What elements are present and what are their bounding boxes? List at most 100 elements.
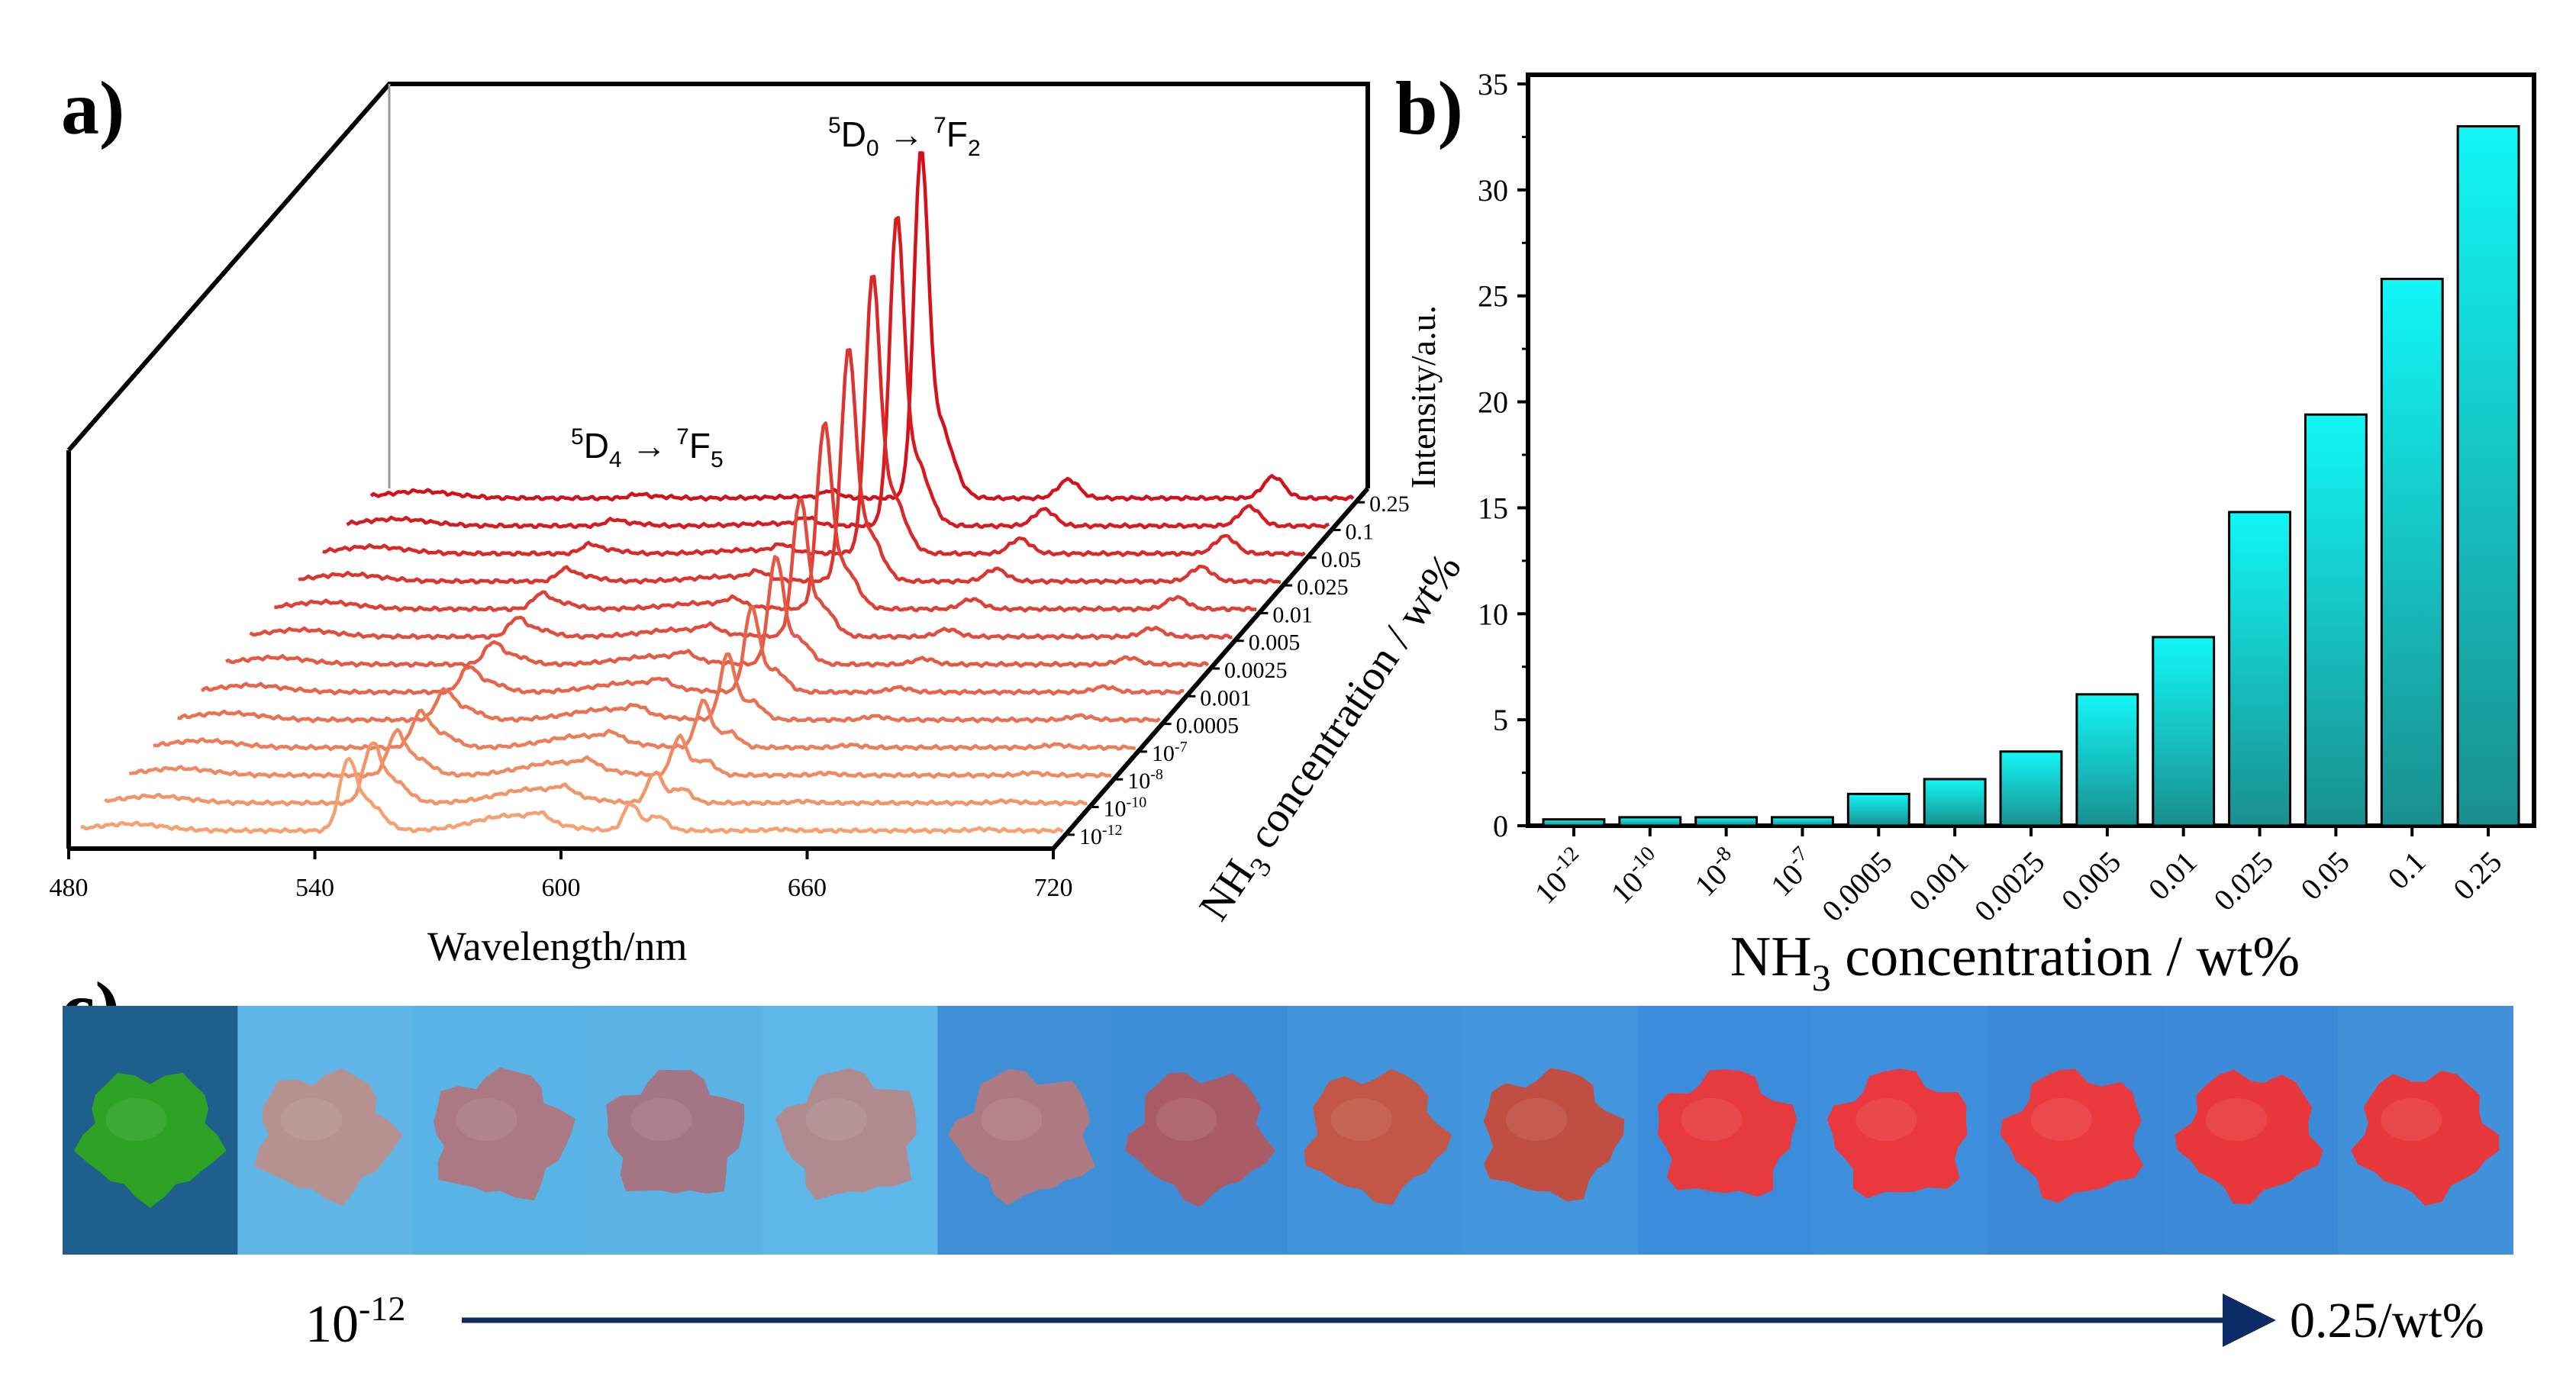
z-tick-label: 0.1 [1345,519,1374,544]
spectra-group [80,151,1355,835]
spectrum-line [249,497,1233,640]
powder-highlight [2381,1098,2442,1141]
powder-highlight [2206,1098,2268,1141]
powder-highlight [805,1098,867,1141]
x-tick-label: 720 [1034,874,1073,902]
spectrum-line [224,555,1210,669]
x-tick-label: 10-8 [1685,842,1746,903]
bar [2228,511,2291,827]
frame-back-top [66,82,1370,488]
x-axis-ticks-a: 480 540 600 660 720 [50,849,1073,902]
powder-highlight [981,1098,1043,1141]
bar [1618,816,1682,827]
z-tick-label: 10-12 [1079,822,1123,849]
bar [2075,693,2139,827]
bar [1771,816,1834,827]
y-tick-label: 35 [1478,67,1508,101]
y-tick-label: 30 [1478,173,1508,208]
x-tick-label: 10-10 [1601,842,1670,910]
powder-sample [1826,1068,1968,1199]
spectrum-line [104,741,1088,807]
gradient-start-label: 10-12 [305,1289,405,1354]
powder-highlight [105,1098,167,1141]
bar [2152,636,2216,827]
y-tick-label: 15 [1478,491,1508,525]
spectrum-line [274,421,1257,613]
y-axis-ticks-b: 0 5 10 15 20 25 30 35 [1478,67,1528,843]
powder-highlight [1681,1098,1743,1141]
powder-highlight [1156,1098,1217,1141]
bar [1999,750,2063,827]
z-tick-label: 0.001 [1200,685,1252,710]
x-tick-label: 0.0005 [1815,845,1899,929]
bar [2456,125,2520,827]
gradient-end-label: 0.25/wt% [2290,1293,2484,1348]
powder-highlight [456,1098,517,1141]
bar [1694,816,1759,827]
x-tick-label: 0.01 [2142,845,2204,907]
z-tick-label: 0.01 [1272,602,1313,627]
y-axis-label-b: Intensity/a.u. [1404,305,1443,488]
x-tick-label: 0.025 [2207,845,2279,917]
spectrum-line [322,275,1306,558]
x-tick-label: 0.0025 [1968,845,2052,929]
panel-label-b: b) [1395,66,1463,150]
z-tick-label: 0.025 [1297,575,1349,600]
powder-highlight [280,1098,342,1141]
x-tick-label: 0.1 [2381,845,2432,896]
powder-highlight [1855,1098,1917,1141]
bar [2304,413,2368,827]
powder-sample [254,1068,403,1207]
y-tick-label: 25 [1478,279,1508,314]
x-tick-label: 660 [788,874,827,902]
x-axis-label-b: NH3 concentration / wt% [1730,926,2300,999]
z-tick-label: 0.005 [1249,630,1301,656]
x-tick-label: 540 [295,874,334,902]
panel-c-photos: c) 10-12 0.25/wt% [61,966,2513,1354]
panel-label-a: a) [61,66,124,150]
y-tick-label: 5 [1493,703,1508,737]
y-tick-label: 10 [1478,597,1508,631]
powder-sample [1483,1068,1624,1202]
x-tick-label: 600 [542,874,581,902]
powder-sample [73,1072,227,1208]
powder-highlight [2030,1098,2092,1141]
z-tick-label: 10-7 [1152,739,1188,766]
z-tick-label: 10-10 [1104,794,1147,822]
powder-highlight [1330,1098,1392,1141]
frame-bottom-axis [69,487,1370,851]
z-tick-label: 10-8 [1127,766,1163,794]
powder-highlight [630,1098,692,1141]
spectrum-line [80,756,1064,835]
bar [1542,818,1606,827]
spectrum-line [200,605,1185,696]
powder-sample [1124,1072,1276,1207]
photo-strip [63,1006,2513,1255]
x-tick-label: 10-7 [1762,842,1823,903]
spectrum-line [177,652,1161,723]
x-tick-label: 0.005 [2055,845,2127,917]
powder-sample [434,1067,575,1200]
powder-sample [2000,1068,2143,1203]
powder-highlight [1505,1098,1567,1141]
powder-sample [775,1068,917,1200]
spectrum-line [153,698,1136,752]
x-tick-label: 0.001 [1902,845,1975,917]
z-tick-label: 0.0025 [1224,658,1288,683]
x-tick-label: 0.05 [2294,845,2355,907]
annotation-5d0-7f2: 5D0 → 7F2 [828,113,981,161]
annotation-5d4-7f5: 5D4 → 7F5 [571,424,724,472]
z-tick-label: 0.25 [1369,491,1410,517]
x-tick-label: 0.25 [2446,845,2508,907]
bar [1846,792,1910,827]
z-tick-label: 0.05 [1321,547,1362,572]
powder-sample [2351,1071,2500,1206]
x-tick-label: 10-12 [1525,842,1594,910]
y-tick-label: 20 [1478,385,1508,420]
x-tick-label: 480 [50,874,89,902]
powder-sample [606,1069,745,1194]
